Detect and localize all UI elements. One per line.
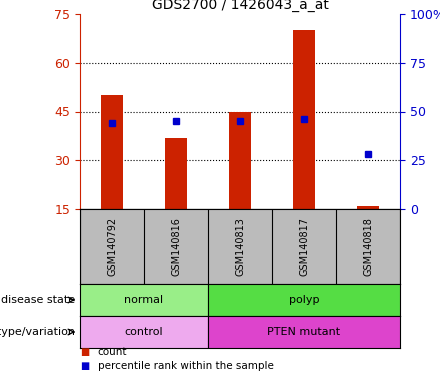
Text: percentile rank within the sample: percentile rank within the sample <box>98 361 274 371</box>
Bar <box>165 137 187 209</box>
Text: GSM140813: GSM140813 <box>235 217 245 276</box>
Bar <box>101 95 123 209</box>
Text: ■: ■ <box>80 361 89 371</box>
Text: disease state: disease state <box>1 295 75 305</box>
Text: GSM140818: GSM140818 <box>363 217 373 276</box>
Text: control: control <box>125 327 163 337</box>
Title: GDS2700 / 1426043_a_at: GDS2700 / 1426043_a_at <box>151 0 328 12</box>
Text: polyp: polyp <box>289 295 319 305</box>
Text: ■: ■ <box>80 347 89 357</box>
Text: GSM140792: GSM140792 <box>107 217 117 276</box>
Text: GSM140816: GSM140816 <box>171 217 181 276</box>
Bar <box>208 284 400 316</box>
Bar <box>293 30 315 209</box>
Text: count: count <box>98 347 127 357</box>
Text: GSM140817: GSM140817 <box>299 217 309 276</box>
Text: normal: normal <box>125 295 164 305</box>
Text: PTEN mutant: PTEN mutant <box>268 327 341 337</box>
Bar <box>208 316 400 348</box>
Bar <box>80 284 208 316</box>
Bar <box>229 111 251 209</box>
Text: genotype/variation: genotype/variation <box>0 327 75 337</box>
Bar <box>357 206 379 209</box>
Bar <box>80 316 208 348</box>
